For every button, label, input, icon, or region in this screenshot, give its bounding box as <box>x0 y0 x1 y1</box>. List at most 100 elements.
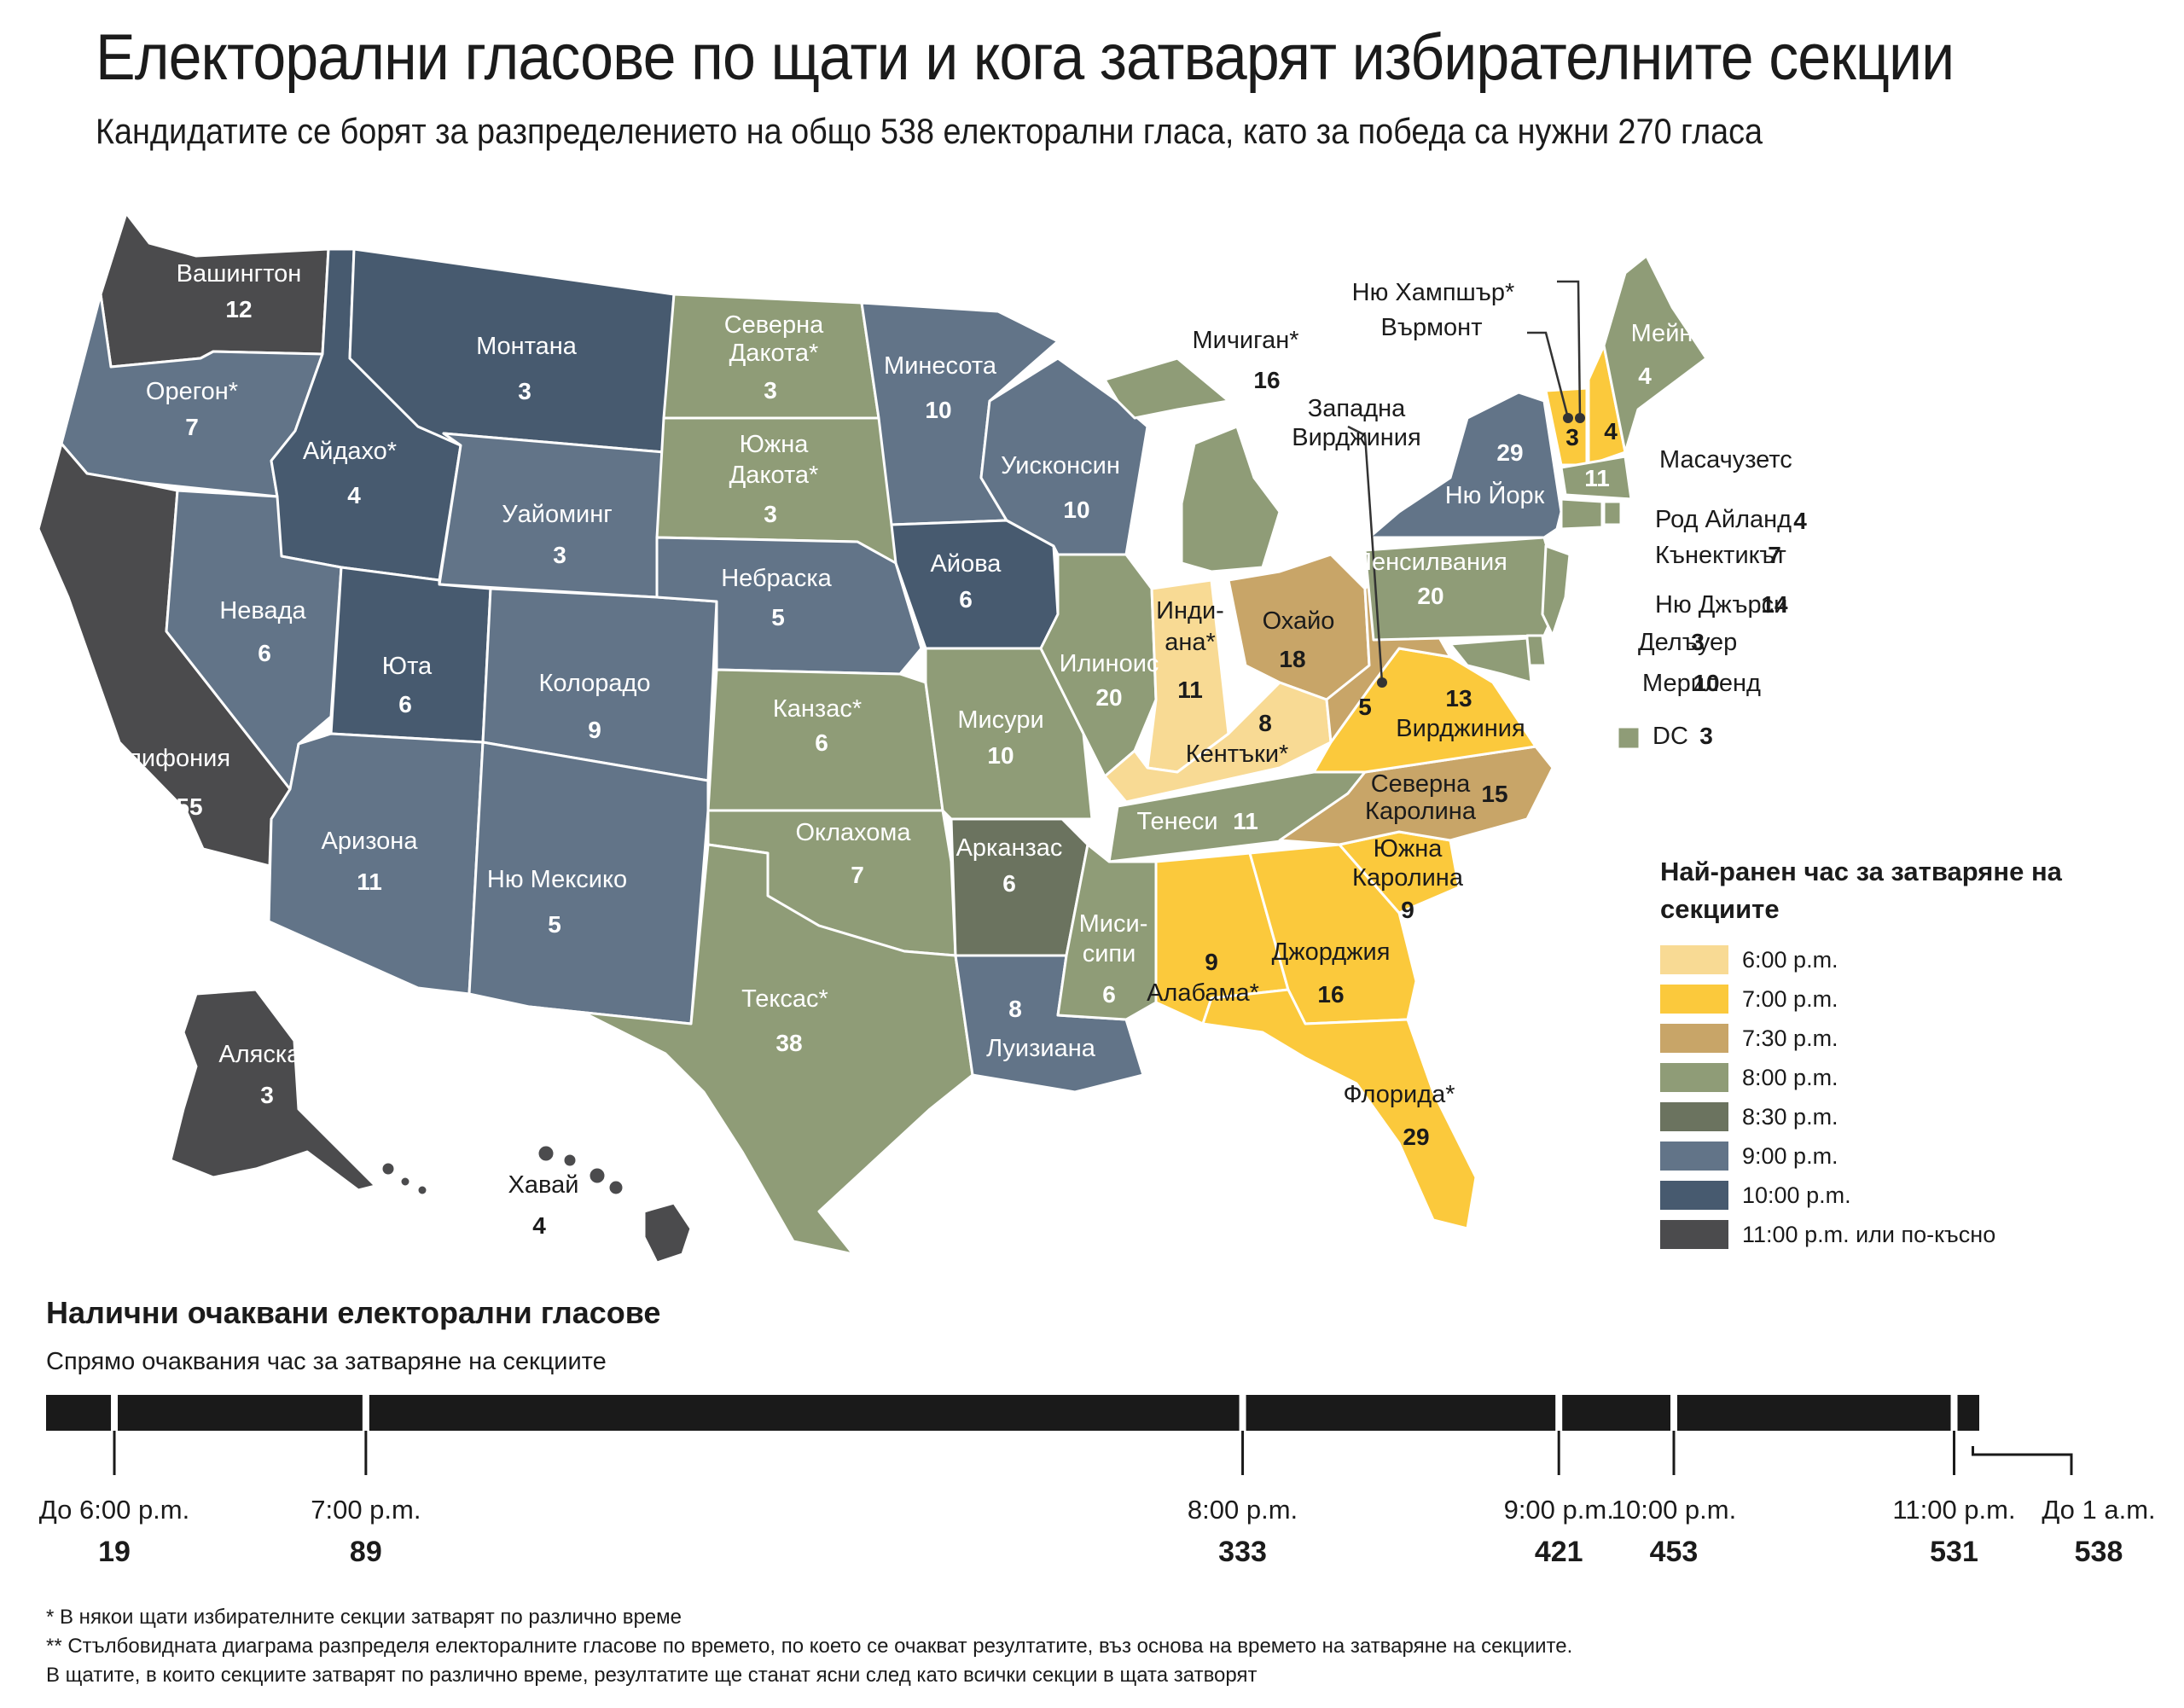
state-votes-ar: 6 <box>1002 870 1016 897</box>
leader-nh <box>1557 280 1582 419</box>
state-label-nc: Северна <box>1371 770 1471 798</box>
state-label-nj: Ню Джърси <box>1655 591 1787 619</box>
state-votes-tn: 11 <box>1233 808 1258 834</box>
timeline-tick-label: До 1 a.m. <box>2042 1495 2156 1525</box>
state-label-ms: сипи <box>1083 940 1136 967</box>
state-votes-ga: 16 <box>1317 981 1344 1008</box>
state-label-nm: Ню Мексико <box>487 866 627 893</box>
state-label-al: Алабама* <box>1147 979 1259 1007</box>
state-votes-la: 8 <box>1008 996 1022 1022</box>
state-label-pa: Пенсилвания <box>1354 549 1507 576</box>
timeline-tick-value: 531 <box>1930 1536 1978 1568</box>
state-shape-mi <box>1180 425 1281 573</box>
timeline-tick-value: 89 <box>349 1536 382 1568</box>
legend-swatch <box>1660 985 1728 1014</box>
state-votes-ri: 4 <box>1793 508 1807 534</box>
legend-swatch <box>1660 1142 1728 1171</box>
state-label-ga: Джорджия <box>1272 938 1391 966</box>
state-label-in: ана* <box>1165 629 1216 656</box>
state-votes-ok: 7 <box>851 862 864 888</box>
state-shape-ma <box>1560 455 1633 501</box>
page-subtitle: Кандидатите се борят за разпределението … <box>96 111 1763 151</box>
state-votes-ky: 8 <box>1258 710 1272 736</box>
legend-swatch <box>1660 945 1728 974</box>
legend-label: 7:00 p.m. <box>1742 986 1838 1012</box>
timeline-segment <box>118 1395 363 1431</box>
state-votes-nd: 3 <box>764 377 777 404</box>
state-label-ct: Кънектикът <box>1655 542 1786 569</box>
dc-swatch <box>1616 725 1641 751</box>
state-label-mo: Мисури <box>957 706 1043 734</box>
legend-label: 8:30 p.m. <box>1742 1104 1838 1130</box>
state-label-mn: Минесота <box>884 352 997 380</box>
state-label-mi: Мичиган* <box>1192 327 1298 354</box>
state-votes-ne: 5 <box>771 604 785 630</box>
state-votes-sd: 3 <box>764 501 777 527</box>
timeline-tick-value: 421 <box>1534 1536 1583 1568</box>
state-label-ut: Юта <box>382 653 433 680</box>
state-votes-mo: 10 <box>987 742 1014 769</box>
state-shape-md <box>1449 636 1533 684</box>
leader-dot <box>1377 677 1387 688</box>
state-label-tn: Тенеси <box>1136 808 1217 835</box>
state-votes-ms: 6 <box>1102 981 1116 1008</box>
state-label-dc: DC <box>1653 723 1688 750</box>
state-votes-sc: 9 <box>1401 897 1414 923</box>
state-label-wv: Западна <box>1308 395 1406 422</box>
state-votes-va: 13 <box>1445 685 1472 712</box>
state-label-wi: Уисконсин <box>1001 452 1120 479</box>
state-label-la: Луизиана <box>986 1035 1096 1062</box>
timeline-tick-label: 11:00 p.m. <box>1892 1495 2016 1525</box>
state-votes-ak: 3 <box>260 1082 274 1108</box>
state-label-md: Мериленд <box>1642 670 1761 697</box>
us-electoral-map: Вашингтон12Орегон*7Калифония55Айдахо*4Не… <box>37 212 1807 1264</box>
timeline-tick-value: 19 <box>98 1536 131 1568</box>
state-shape-hi-island <box>536 1143 556 1164</box>
state-label-nv: Невада <box>219 597 306 625</box>
state-votes-or: 7 <box>185 414 199 440</box>
state-label-mt: Монтана <box>476 333 578 360</box>
state-shape-nj <box>1541 544 1571 637</box>
state-label-va: Вирджиния <box>1396 715 1525 742</box>
state-label-nd: Дакота* <box>729 340 819 367</box>
footnote-3: В щатите, в които секциите затварят по р… <box>46 1664 1258 1687</box>
state-votes-mt: 3 <box>518 378 531 404</box>
legend-label: 11:00 p.m. или по-късно <box>1742 1222 1996 1247</box>
state-label-ia: Айова <box>931 550 1002 578</box>
state-votes-ma: 11 <box>1584 465 1610 491</box>
state-label-il: Илиноис <box>1060 650 1159 677</box>
state-votes-hi: 4 <box>532 1212 546 1239</box>
state-votes-oh: 18 <box>1279 646 1305 672</box>
timeline-segment <box>1246 1395 1556 1431</box>
state-votes-nj: 14 <box>1761 591 1788 618</box>
state-shape-co <box>481 587 718 782</box>
state-label-sc: Южна <box>1374 835 1443 863</box>
state-votes-ks: 6 <box>815 729 828 756</box>
timeline-title: Налични очаквани електорални гласове <box>46 1295 661 1330</box>
state-label-me: Мейн <box>1631 320 1693 347</box>
timeline-segment <box>369 1395 1240 1431</box>
legend-swatch <box>1660 1063 1728 1092</box>
state-label-nh: Ню Хампшър* <box>1352 279 1515 306</box>
state-shape-ky <box>1103 681 1333 804</box>
state-label-or: Орегон* <box>146 378 238 405</box>
legend-swatch <box>1660 1024 1728 1053</box>
state-label-oh: Охайо <box>1263 607 1335 635</box>
state-shape-mi <box>1103 357 1230 420</box>
state-shape-hi <box>642 1201 693 1264</box>
state-votes-dc: 3 <box>1699 723 1713 749</box>
state-shape-tx <box>527 843 974 1256</box>
state-votes-ct: 7 <box>1768 542 1781 568</box>
state-label-ne: Небраска <box>721 565 832 592</box>
state-votes-nc: 15 <box>1481 781 1507 807</box>
state-label-in: Инди- <box>1156 597 1224 625</box>
timeline-tick-label: До 6:00 p.m. <box>38 1495 190 1525</box>
legend-label: 7:30 p.m. <box>1742 1025 1838 1051</box>
state-label-ri: Род Айланд <box>1655 506 1792 533</box>
state-votes-fl: 29 <box>1403 1124 1429 1150</box>
state-label-sd: Дакота* <box>729 462 819 489</box>
legend-title: Най-ранен час за затваряне на секциите <box>1660 857 2062 924</box>
legend-label: 8:00 p.m. <box>1742 1065 1838 1090</box>
legend-label: 10:00 p.m. <box>1742 1182 1851 1208</box>
state-votes-me: 4 <box>1638 363 1652 389</box>
